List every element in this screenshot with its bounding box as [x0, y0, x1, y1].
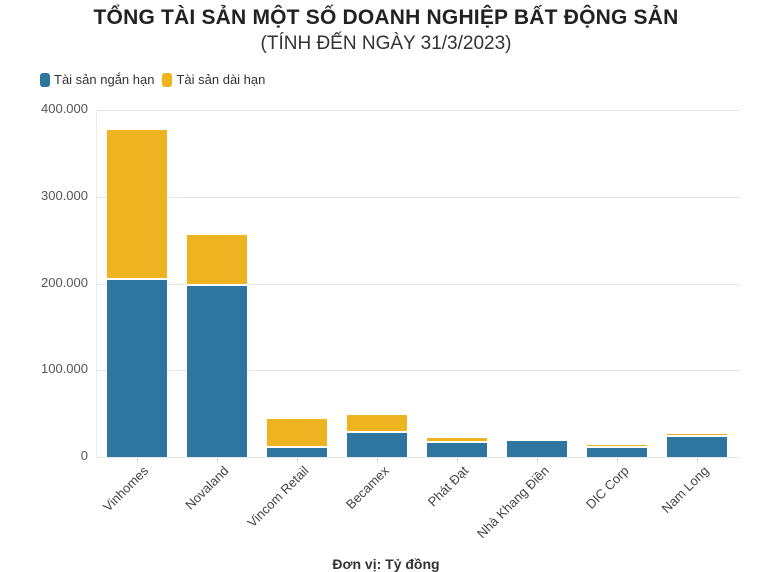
x-tick-label: Novaland — [182, 463, 232, 513]
y-tick-label: 400.000 — [41, 101, 88, 116]
y-tick-label: 100.000 — [41, 361, 88, 376]
x-tick — [137, 458, 138, 463]
bar-segment[interactable] — [107, 279, 167, 457]
legend-item-long-term[interactable]: Tài sản dài hạn — [162, 72, 265, 87]
x-tick — [217, 458, 218, 463]
y-tick-label: 200.000 — [41, 275, 88, 290]
x-tick — [697, 458, 698, 463]
y-tick-label: 0 — [80, 448, 88, 463]
legend: Tài sản ngắn hạn Tài sản dài hạn — [40, 72, 273, 87]
x-tick — [297, 458, 298, 463]
legend-item-short-term[interactable]: Tài sản ngắn hạn — [40, 72, 154, 87]
legend-label-long-term: Tài sản dài hạn — [176, 72, 266, 87]
x-tick — [537, 458, 538, 463]
bar-segment[interactable] — [587, 444, 647, 449]
bar-segment[interactable] — [187, 286, 247, 457]
chart-subtitle: (TÍNH ĐẾN NGÀY 31/3/2023) — [260, 33, 512, 54]
y-tick-label: 300.000 — [41, 188, 88, 203]
bar-segment[interactable] — [507, 440, 567, 457]
gridline — [96, 197, 740, 198]
bar-segment[interactable] — [267, 447, 327, 457]
x-tick-label: Vinhomes — [99, 463, 152, 515]
bar-segment[interactable] — [507, 439, 567, 442]
bar-segment[interactable] — [667, 433, 727, 438]
legend-swatch-long-term — [162, 72, 173, 87]
gridline — [96, 370, 740, 371]
x-tick — [617, 458, 618, 463]
chart-title: TỔNG TÀI SẢN MỘT SỐ DOANH NGHIỆP BẤT ĐỘN… — [93, 6, 679, 29]
legend-label-short-term: Tài sản ngắn hạn — [54, 72, 155, 87]
x-tick-label: Nhà Khang Điền — [473, 463, 553, 542]
bar-segment[interactable] — [107, 129, 167, 280]
gridline — [96, 284, 740, 285]
legend-swatch-short-term — [40, 72, 50, 87]
bar-segment[interactable] — [587, 448, 647, 457]
gridline — [96, 457, 740, 458]
x-tick-label: Nam Long — [658, 463, 712, 517]
x-tick-label: Phát Đạt — [424, 463, 472, 510]
x-tick-label: DIC Corp — [582, 463, 632, 512]
bar-segment[interactable] — [347, 433, 407, 457]
bar-segment[interactable] — [667, 437, 727, 457]
y-axis-line — [96, 110, 97, 457]
bar-segment[interactable] — [427, 437, 487, 443]
gridline — [96, 110, 740, 111]
bar-segment[interactable] — [267, 418, 327, 448]
x-tick — [377, 458, 378, 463]
bar-segment[interactable] — [347, 414, 407, 434]
x-tick-label: Vincom Retail — [244, 463, 312, 531]
bar-segment[interactable] — [427, 442, 487, 457]
x-tick — [457, 458, 458, 463]
unit-label: Đơn vị: Tỷ đồng — [332, 556, 440, 572]
x-tick-label: Becamex — [342, 463, 392, 512]
bar-segment[interactable] — [187, 234, 247, 287]
